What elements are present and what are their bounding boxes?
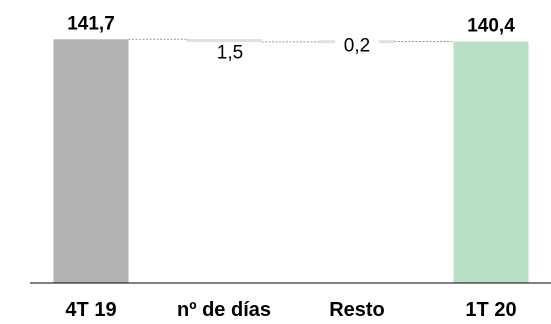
value-label-1t20: 140,4 xyxy=(467,16,515,37)
bar-n-de-dias xyxy=(186,39,262,43)
value-label-resto-background xyxy=(335,35,379,56)
value-label-4t19: 141,7 xyxy=(67,13,115,34)
value-label-resto: 0,2 xyxy=(344,36,370,57)
x-tick-label-4t19: 4T 19 xyxy=(65,299,116,321)
x-tick-label-resto: Resto xyxy=(329,299,385,321)
value-label-n-de-dias: 1,5 xyxy=(217,42,243,63)
x-axis-tick-labels: 4T 19 nº de días Resto 1T 20 xyxy=(65,299,516,321)
value-labels: 141,7 1,5 0,2 140,4 xyxy=(67,13,515,63)
x-tick-label-1t20: 1T 20 xyxy=(465,299,516,321)
x-tick-label-n-de-dias: nº de días xyxy=(177,299,271,321)
bars xyxy=(53,39,529,284)
bar-4t19 xyxy=(53,39,129,283)
connector-lines xyxy=(128,38,454,43)
bar-1t20 xyxy=(453,41,529,284)
